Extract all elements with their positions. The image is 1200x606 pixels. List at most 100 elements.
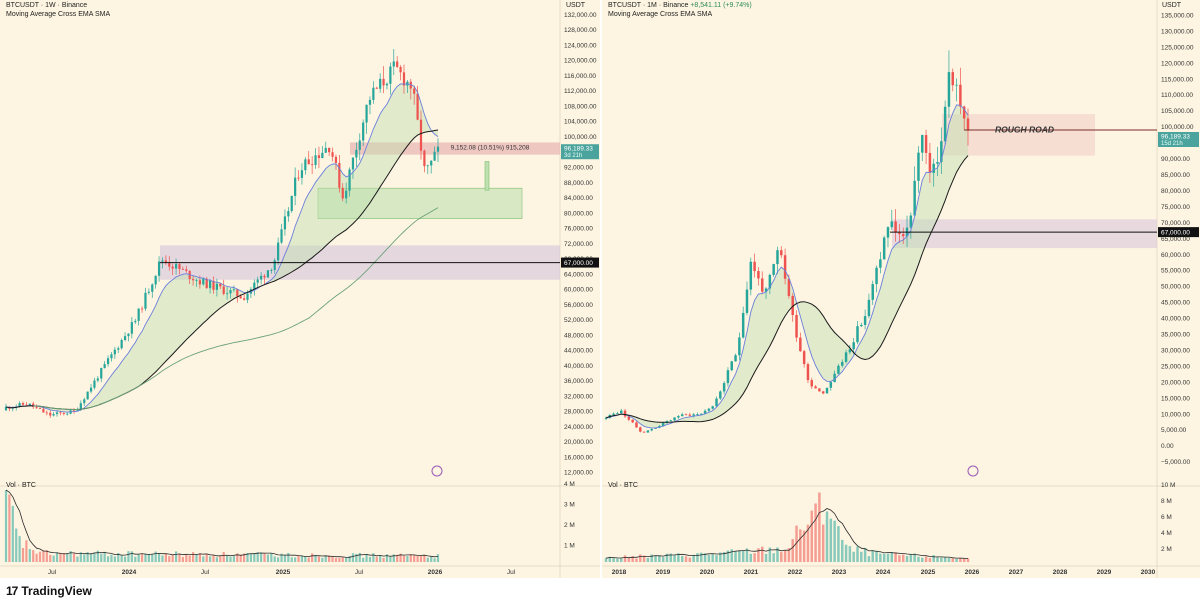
tradingview-logo[interactable]: 17 TradingView bbox=[6, 584, 92, 598]
weekly-volume-bar bbox=[66, 553, 69, 562]
monthly-volume-bar bbox=[650, 554, 653, 562]
monthly-ma-cross-fill bbox=[606, 104, 968, 428]
weekly-candle-body bbox=[375, 87, 378, 89]
monthly-candle-body bbox=[882, 237, 886, 260]
monthly-price-tick: 40,000.00 bbox=[1161, 316, 1190, 323]
weekly-volume-bar bbox=[355, 553, 358, 562]
weekly-volume-bar bbox=[127, 551, 130, 562]
panel-divider[interactable] bbox=[600, 0, 602, 578]
monthly-candle-body bbox=[901, 234, 905, 237]
weekly-candle-body bbox=[382, 78, 385, 86]
weekly-candle-body bbox=[253, 282, 256, 290]
weekly-volume-bar bbox=[324, 556, 327, 562]
weekly-volume-bar bbox=[345, 557, 348, 562]
weekly-volume-bar bbox=[382, 557, 385, 562]
weekly-volume-bar bbox=[385, 554, 389, 562]
weekly-candle-body bbox=[399, 66, 402, 73]
weekly-price-tick: 92,000.00 bbox=[564, 165, 593, 172]
weekly-volume-bar bbox=[103, 551, 106, 562]
weekly-candle-body bbox=[42, 408, 45, 413]
monthly-chart-canvas[interactable]: 135,000.00 130,000.00 125,000.00 120,000.00… bbox=[602, 0, 1200, 578]
weekly-level-tag bbox=[561, 257, 599, 268]
monthly-candle-body bbox=[738, 337, 741, 356]
weekly-volume-bar bbox=[208, 556, 212, 562]
weekly-volume-bar bbox=[174, 551, 178, 562]
weekly-candle-body bbox=[331, 152, 334, 157]
monthly-volume-bar bbox=[924, 556, 928, 562]
weekly-candle-body bbox=[232, 289, 236, 291]
weekly-volume-bar bbox=[368, 556, 372, 562]
monthly-candle-body bbox=[799, 337, 802, 352]
monthly-price-tag bbox=[1158, 132, 1199, 148]
monthly-volume-bar bbox=[879, 553, 882, 562]
weekly-candle-body bbox=[355, 149, 358, 158]
weekly-volume-bar bbox=[8, 494, 11, 562]
weekly-candle-body bbox=[161, 260, 164, 262]
monthly-volume-bar bbox=[722, 552, 726, 562]
monthly-time-tick: 2029 bbox=[1097, 569, 1112, 576]
monthly-chart-panel[interactable]: BTCUSDT · 1M · Binance +8,541.11 (+9.74%… bbox=[602, 0, 1200, 578]
monthly-volume-bar bbox=[738, 550, 741, 562]
monthly-volume-bar bbox=[860, 551, 863, 562]
weekly-volume-bar bbox=[83, 554, 86, 562]
monthly-candle-body bbox=[696, 414, 699, 415]
weekly-candle-body bbox=[385, 83, 389, 86]
monthly-volume-bar bbox=[734, 551, 737, 562]
weekly-volume-bar bbox=[161, 555, 164, 562]
monthly-volume-bar bbox=[749, 553, 753, 562]
monthly-volume-bar bbox=[894, 552, 897, 562]
monthly-volume-bar bbox=[909, 553, 913, 562]
monthly-candle-body bbox=[890, 221, 894, 228]
weekly-volume-bar bbox=[62, 553, 65, 562]
monthly-candle-body bbox=[661, 422, 665, 427]
monthly-candle-body bbox=[863, 316, 867, 325]
monthly-candle-body bbox=[879, 259, 882, 268]
monthly-volume-bar bbox=[951, 558, 954, 562]
weekly-chart-panel[interactable]: BTCUSDT · 1W · Binance Moving Average Cr… bbox=[0, 0, 600, 578]
weekly-volume-bar bbox=[436, 554, 440, 562]
monthly-volume-bar bbox=[882, 553, 886, 562]
weekly-volume-bar bbox=[181, 556, 184, 562]
monthly-candle-body bbox=[867, 299, 871, 317]
monthly-price-tick: 0.00 bbox=[1161, 443, 1174, 450]
weekly-volume-bar bbox=[171, 555, 174, 562]
monthly-volume-bar bbox=[810, 510, 814, 562]
monthly-candle-body bbox=[780, 250, 783, 256]
weekly-volume-bar bbox=[375, 556, 378, 562]
weekly-candle-body bbox=[171, 266, 174, 269]
monthly-volume-bar bbox=[677, 553, 680, 562]
weekly-volume-bar bbox=[178, 553, 181, 562]
monthly-volume-bar bbox=[818, 492, 821, 562]
monthly-candle-body bbox=[875, 267, 878, 285]
weekly-chart-canvas[interactable]: 132,000.00 128,000.00 124,000.00 120,000.00… bbox=[0, 0, 600, 578]
monthly-candle-body bbox=[947, 72, 951, 107]
weekly-candle-body bbox=[174, 264, 178, 269]
weekly-candle-body bbox=[239, 296, 242, 299]
weekly-candle-body bbox=[426, 165, 429, 167]
monthly-time-tick: 2028 bbox=[1053, 569, 1068, 576]
weekly-volume-bar bbox=[100, 553, 103, 562]
monthly-price-tick: 70,000.00 bbox=[1161, 220, 1190, 227]
weekly-volume-bar bbox=[117, 552, 120, 562]
weekly-volume-bar bbox=[243, 553, 246, 562]
weekly-candle-body bbox=[219, 283, 222, 287]
monthly-candle-body bbox=[703, 410, 707, 414]
weekly-volume-bar bbox=[287, 552, 290, 562]
monthly-volume-bar bbox=[623, 555, 627, 562]
monthly-volume-bar bbox=[821, 524, 825, 562]
weekly-volume-bar bbox=[154, 551, 157, 562]
weekly-candle-body bbox=[59, 412, 62, 414]
weekly-volume-bar bbox=[42, 550, 45, 562]
weekly-volume-bar bbox=[205, 553, 208, 562]
monthly-price-tick: 130,000.00 bbox=[1161, 28, 1194, 35]
weekly-volume-bar bbox=[86, 552, 89, 562]
weekly-volume-bar bbox=[106, 556, 110, 562]
monthly-volume-bar bbox=[928, 557, 932, 562]
weekly-candle-body bbox=[49, 412, 52, 416]
weekly-volume-bar bbox=[317, 556, 321, 562]
monthly-candle-body bbox=[715, 398, 718, 407]
weekly-price-tick: 112,000.00 bbox=[564, 88, 596, 95]
weekly-volume-bar bbox=[52, 555, 55, 562]
monthly-rough-road-label: ROUGH ROAD bbox=[995, 125, 1054, 135]
weekly-current-price: 96,189.33 bbox=[564, 146, 593, 153]
